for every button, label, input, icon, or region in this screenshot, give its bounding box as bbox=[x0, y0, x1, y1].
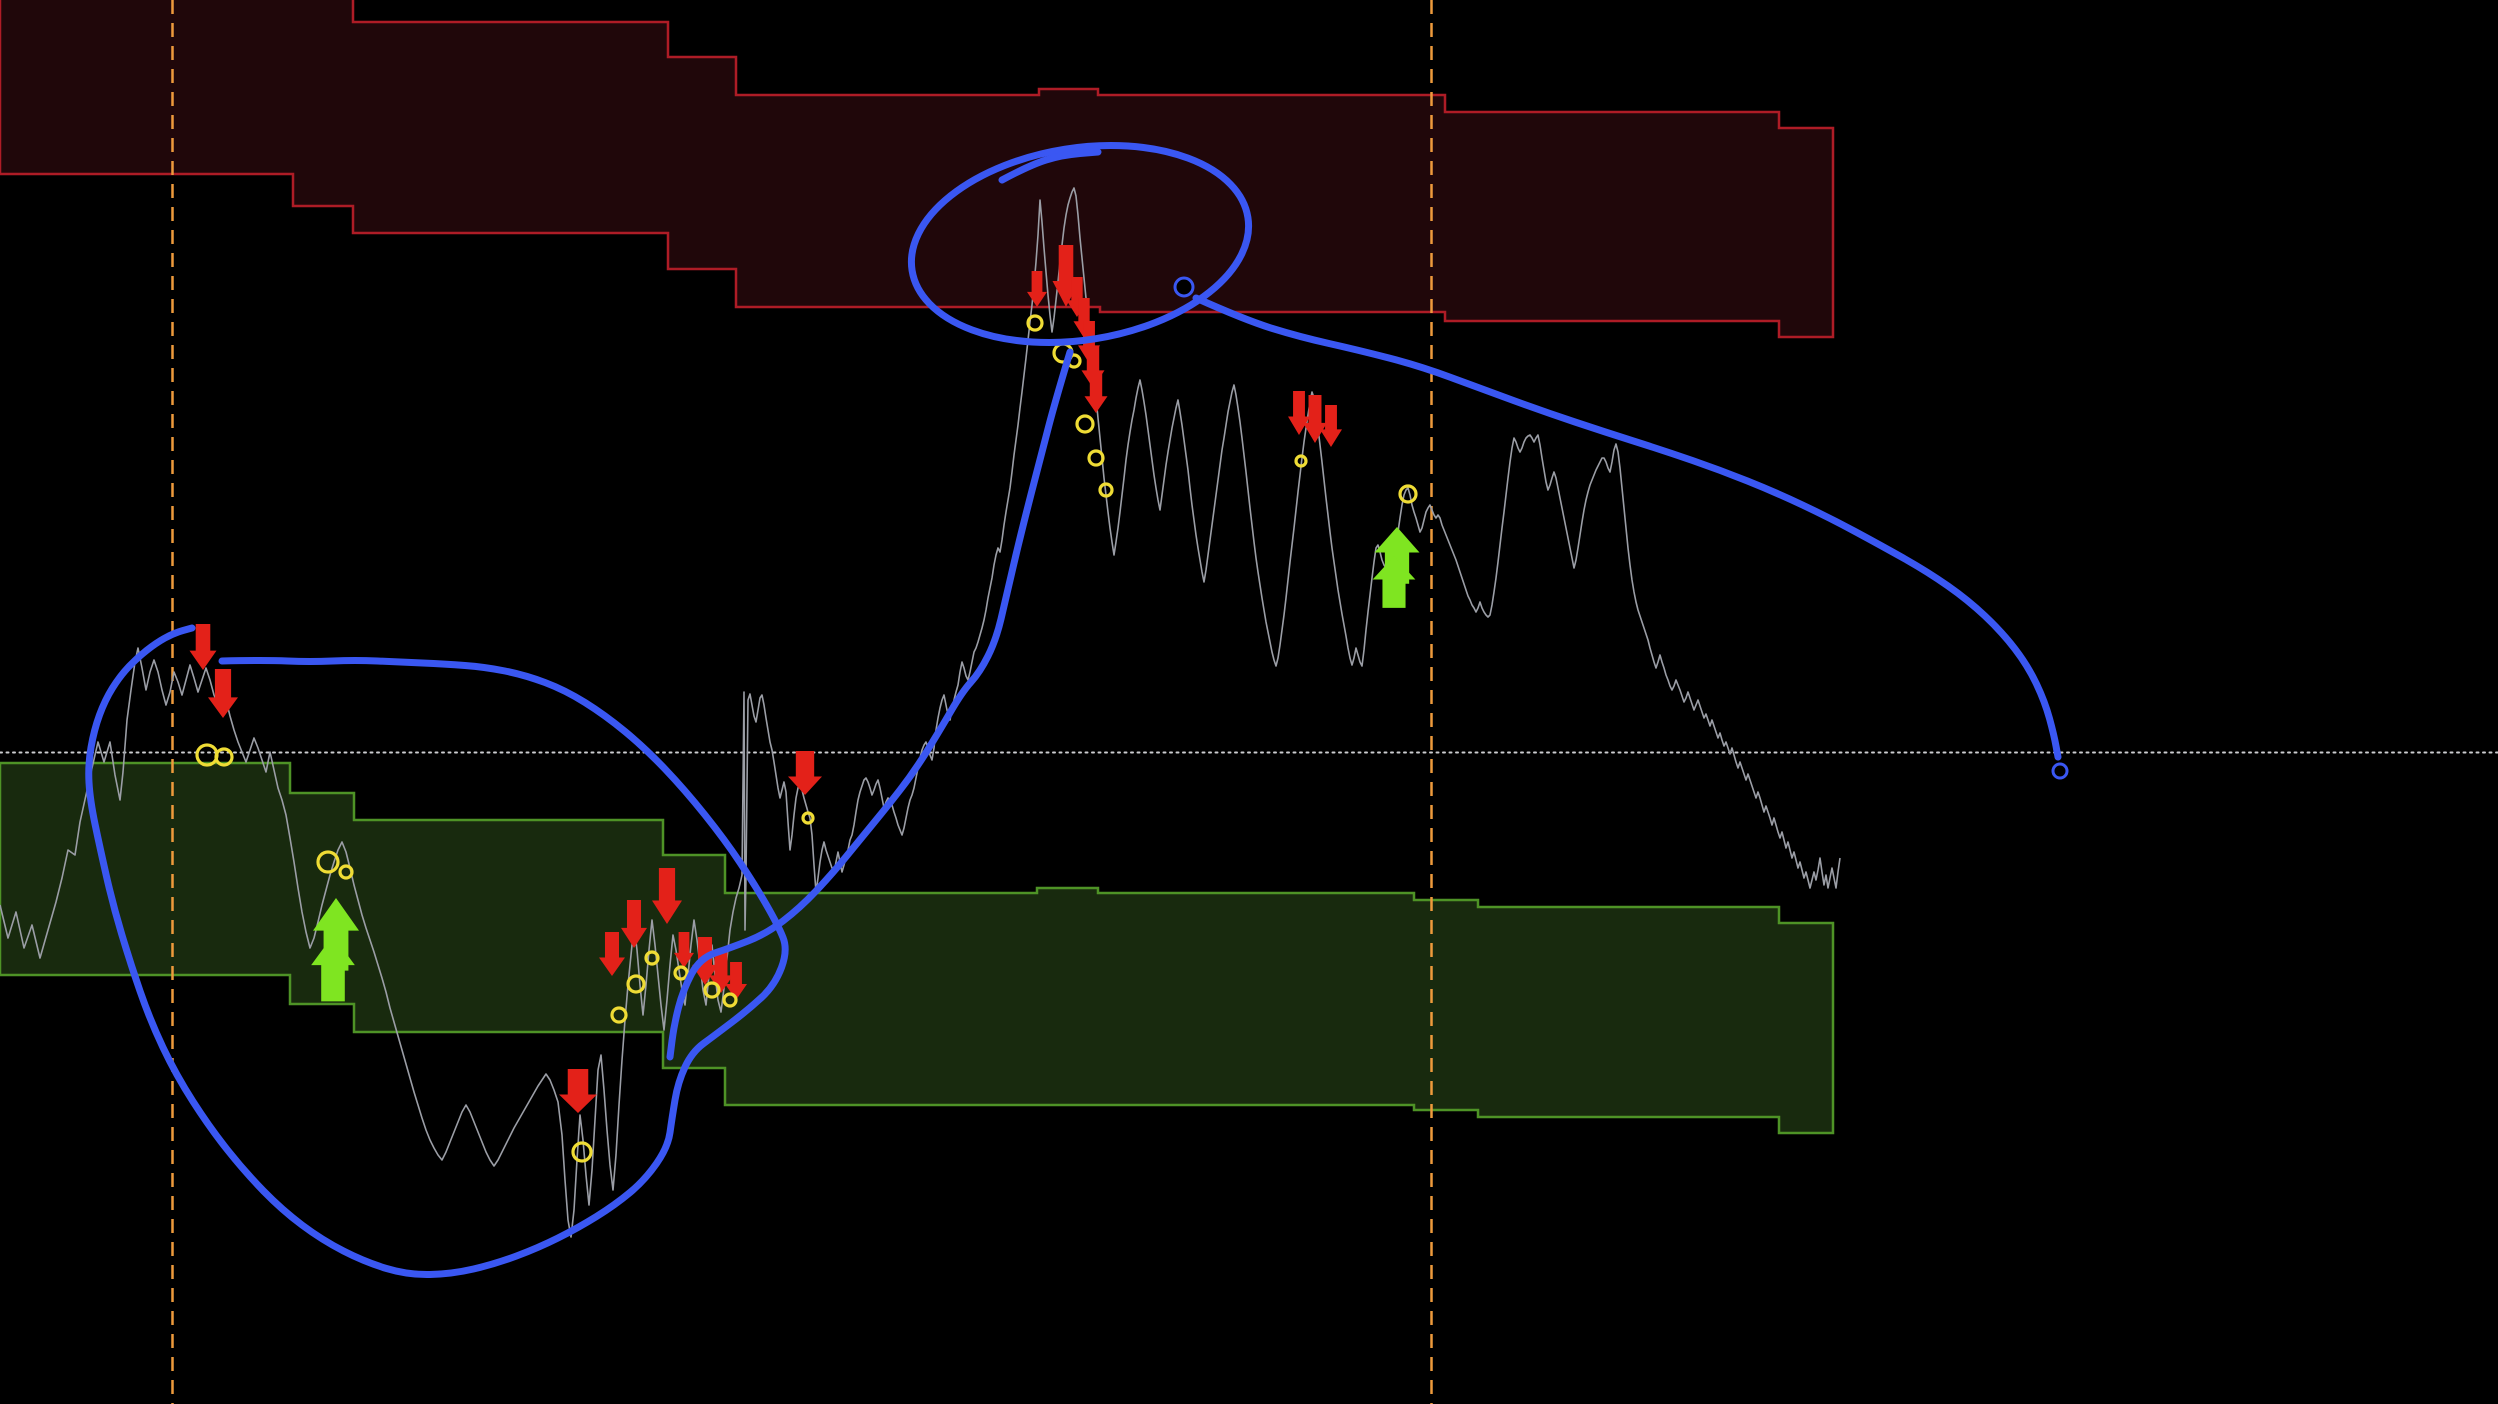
brush-annotation-left-loop[interactable] bbox=[85, 624, 789, 1279]
brush-annotation-descending-stroke[interactable] bbox=[666, 348, 1074, 1061]
sell-signal-arrows bbox=[189, 245, 1342, 1113]
curve-annotation-with-endpoints[interactable] bbox=[1173, 276, 2069, 780]
buy-signal-arrows bbox=[311, 527, 1420, 1002]
session-divider-lines bbox=[171, 0, 1433, 1404]
supply-zone bbox=[0, 0, 1835, 339]
demand-zone bbox=[0, 761, 1835, 1135]
price-line bbox=[0, 187, 1841, 1238]
brush-annotation-top-ellipse[interactable] bbox=[897, 123, 1263, 366]
